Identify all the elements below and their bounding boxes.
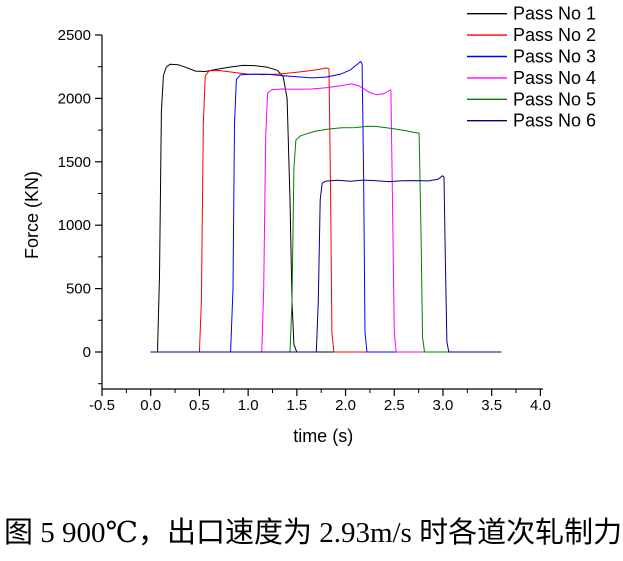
chart-svg: -0.5 0.0 0.5 1.0 1.5 2.0 2.5 3.0 3.5 4.0 0 500 1000 1… (22, 4, 596, 446)
x-tick-label: 2.5 (384, 397, 405, 414)
legend-label-pass-no-1: Pass No 1 (513, 4, 596, 24)
x-tick-label: 2.0 (335, 397, 356, 414)
figure-caption: 图 5 900℃，出口速度为 2.93m/s 时各道次轧制力 (4, 517, 623, 549)
y-tick-label: 2500 (58, 27, 91, 44)
y-tick-label: 1000 (58, 217, 91, 234)
x-tick-label: 1.0 (238, 397, 259, 414)
x-tick-label: 1.5 (286, 397, 307, 414)
x-tick-label: 3.0 (433, 397, 454, 414)
series-pass-no-4 (150, 83, 502, 353)
y-tick-label: 2000 (58, 90, 91, 107)
legend-label-pass-no-4: Pass No 4 (513, 68, 596, 88)
y-tick-label: 1500 (58, 154, 91, 171)
legend-label-pass-no-2: Pass No 2 (513, 25, 596, 45)
y-tick-label: 500 (66, 281, 91, 298)
rolling-force-chart: -0.5 0.0 0.5 1.0 1.5 2.0 2.5 3.0 3.5 4.0 0 500 1000 1… (22, 4, 596, 446)
x-tick-label: 0.0 (140, 397, 161, 414)
x-tick-label: 4.0 (530, 397, 551, 414)
x-tick-label: -0.5 (89, 397, 115, 414)
legend-label-pass-no-6: Pass No 6 (513, 111, 596, 131)
y-axis-title: Force (KN) (22, 171, 42, 259)
series-pass-no-3 (150, 60, 502, 353)
x-axis-title: time (s) (293, 426, 353, 446)
y-tick-label: 0 (83, 344, 91, 361)
x-tick-label: 3.5 (481, 397, 502, 414)
series-pass-no-5 (150, 125, 502, 353)
series-pass-no-1 (150, 63, 502, 353)
series-pass-no-2 (150, 67, 502, 353)
legend-label-pass-no-3: Pass No 3 (513, 47, 596, 67)
x-tick-label: 0.5 (189, 397, 210, 414)
legend-label-pass-no-5: Pass No 5 (513, 89, 596, 109)
series-pass-no-6 (150, 175, 502, 353)
